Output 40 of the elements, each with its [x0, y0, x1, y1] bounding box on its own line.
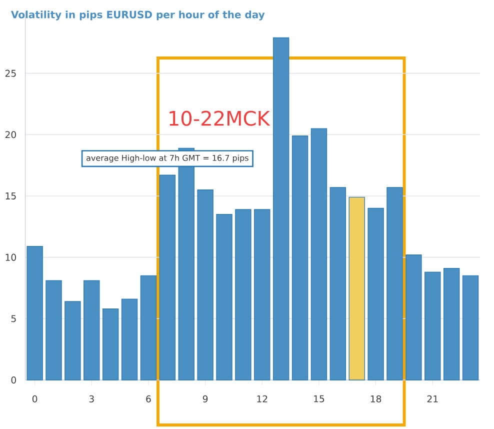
bar — [84, 280, 100, 380]
bar — [102, 308, 119, 380]
annotation: 10-22MCK — [170, 110, 270, 126]
bar — [46, 280, 62, 380]
x-tick-label: 21 — [427, 395, 438, 402]
bar — [424, 272, 441, 380]
bar — [348, 196, 365, 380]
bar — [197, 190, 214, 380]
y-tick-label: 20 — [5, 131, 16, 138]
y-tick-label: 15 — [6, 192, 16, 200]
annotation: average High-low at 7h GMT = 16.7 pips — [86, 154, 248, 162]
x-tick-label: 6 — [146, 395, 151, 402]
bar — [462, 275, 479, 380]
chart-title: Volatility in pips EURUSD per hour of the day — [10, 10, 265, 20]
y-tick-label: 10 — [6, 254, 16, 261]
bar — [140, 275, 157, 380]
bar — [272, 37, 290, 380]
bar — [235, 209, 252, 380]
x-tick-label: 12 — [257, 395, 268, 402]
x-tick-label: 0 — [32, 395, 38, 402]
bar — [26, 246, 43, 380]
bar — [443, 268, 460, 380]
bar — [310, 128, 328, 380]
x-tick-label: 9 — [202, 395, 208, 402]
bar — [406, 254, 422, 380]
bar — [254, 209, 270, 380]
bar — [159, 174, 176, 380]
y-tick-label: 5 — [11, 315, 16, 322]
bar — [216, 214, 232, 380]
bar — [292, 136, 308, 380]
y-tick-label: 25 — [5, 70, 16, 77]
x-tick-label: 18 — [370, 395, 382, 402]
bar — [368, 208, 384, 380]
y-tick-label: 0 — [11, 376, 16, 384]
bar — [121, 298, 138, 380]
x-tick-label: 3 — [89, 395, 94, 402]
bar — [386, 187, 403, 380]
x-tick-label: 15 — [314, 395, 324, 402]
bar — [330, 187, 346, 380]
bar — [64, 301, 81, 380]
